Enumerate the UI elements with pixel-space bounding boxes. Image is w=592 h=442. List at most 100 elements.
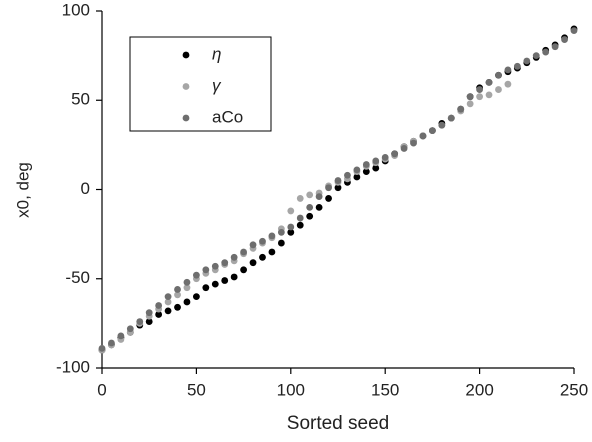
- point: [532, 52, 540, 60]
- point: [98, 344, 106, 352]
- point: [240, 266, 248, 274]
- point: [145, 309, 153, 317]
- point: [202, 266, 210, 274]
- legend-marker: [182, 83, 190, 90]
- point: [362, 168, 370, 176]
- point: [277, 228, 285, 236]
- legend-marker: [182, 114, 190, 122]
- y-tick-label: -50: [65, 268, 90, 287]
- point: [183, 284, 191, 292]
- point: [249, 259, 257, 267]
- point: [362, 161, 370, 168]
- legend-label: γ: [212, 76, 222, 95]
- x-tick-label: 250: [560, 380, 588, 399]
- point: [155, 311, 163, 318]
- point: [400, 145, 408, 152]
- legend-label: η: [212, 44, 221, 63]
- point: [485, 79, 493, 86]
- legend-marker: [182, 51, 190, 59]
- point: [145, 318, 153, 325]
- point: [372, 157, 380, 165]
- point: [485, 91, 493, 99]
- point: [296, 214, 304, 222]
- point: [183, 298, 191, 306]
- point: [325, 184, 332, 192]
- point: [429, 127, 436, 134]
- x-axis-title: Sorted seed: [287, 413, 389, 434]
- point: [155, 302, 163, 309]
- point: [353, 166, 361, 174]
- point: [495, 71, 502, 79]
- x-tick-label: 200: [465, 380, 493, 399]
- point: [117, 332, 125, 340]
- point: [136, 318, 144, 325]
- point: [334, 177, 342, 184]
- point: [315, 193, 323, 201]
- point: [287, 228, 295, 236]
- x-tick-label: 150: [371, 380, 399, 399]
- point: [268, 248, 276, 256]
- point: [476, 93, 483, 101]
- point: [221, 277, 229, 284]
- point: [561, 36, 568, 43]
- point: [447, 114, 455, 122]
- point: [457, 105, 465, 113]
- point: [513, 62, 521, 70]
- point: [296, 195, 304, 202]
- point: [344, 171, 351, 179]
- x-tick-label: 100: [277, 380, 305, 399]
- point: [495, 86, 502, 93]
- point: [504, 66, 512, 74]
- point: [438, 121, 446, 129]
- point: [277, 239, 285, 247]
- legend-label: aCo: [212, 107, 243, 126]
- point: [164, 298, 172, 306]
- point: [268, 232, 276, 240]
- point: [193, 293, 200, 300]
- point: [183, 278, 191, 286]
- point: [164, 307, 172, 315]
- point: [221, 259, 229, 267]
- point: [419, 132, 427, 140]
- point: [259, 253, 266, 261]
- point: [211, 262, 219, 270]
- point: [476, 86, 483, 93]
- y-tick-label: -100: [56, 357, 90, 376]
- y-tick-label: 50: [71, 90, 90, 109]
- point: [249, 241, 257, 249]
- point: [334, 184, 342, 192]
- y-tick-label: 0: [81, 179, 90, 198]
- point: [542, 48, 550, 56]
- point: [551, 43, 559, 51]
- point: [164, 293, 172, 300]
- point: [306, 203, 314, 211]
- point: [240, 248, 248, 256]
- point: [174, 286, 181, 293]
- point: [325, 195, 332, 202]
- point: [353, 173, 361, 181]
- point: [296, 221, 304, 229]
- point: [230, 273, 238, 281]
- point: [570, 27, 578, 35]
- y-tick-label: 100: [62, 0, 90, 19]
- point: [466, 100, 474, 108]
- point: [315, 203, 323, 211]
- point: [126, 325, 134, 333]
- point: [259, 237, 266, 245]
- point: [211, 280, 219, 288]
- point: [108, 339, 115, 347]
- x-tick-label: 50: [187, 380, 206, 399]
- point: [381, 153, 389, 161]
- point: [202, 284, 210, 292]
- point: [230, 253, 238, 261]
- y-axis-title: x0, deg: [13, 162, 32, 218]
- x-tick-label: 0: [97, 380, 106, 399]
- point: [391, 150, 399, 158]
- point: [466, 93, 474, 101]
- legend-box: [129, 36, 272, 132]
- point: [306, 191, 314, 199]
- point: [287, 207, 295, 215]
- point: [287, 223, 295, 231]
- point: [410, 139, 417, 147]
